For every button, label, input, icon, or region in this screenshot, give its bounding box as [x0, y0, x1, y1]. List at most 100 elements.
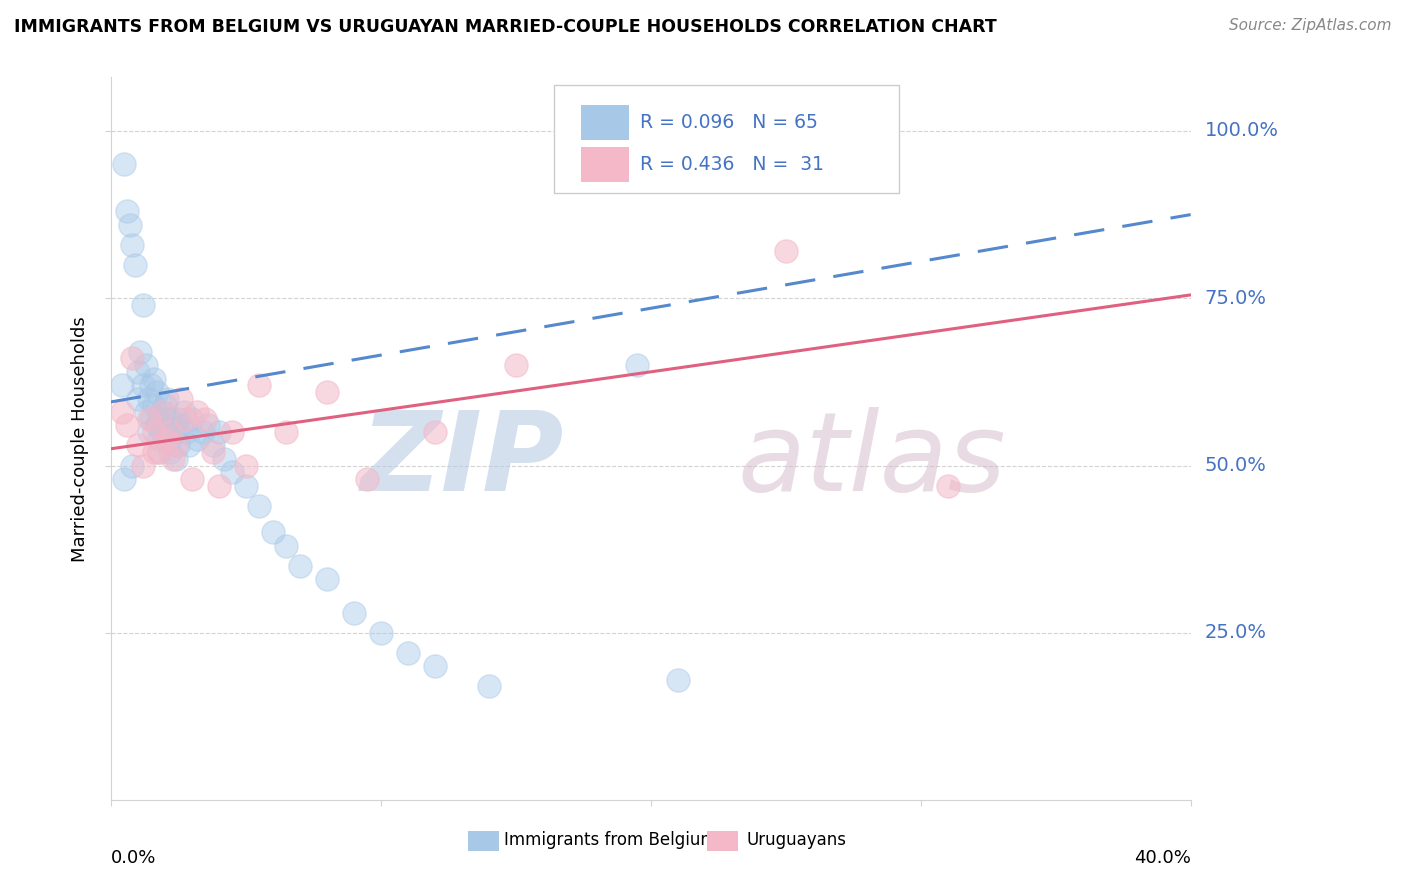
Point — [150, 405, 173, 419]
Point — [159, 425, 181, 439]
Point — [143, 445, 166, 459]
Point — [110, 405, 132, 419]
Point — [208, 425, 231, 439]
Text: ZIP: ZIP — [361, 407, 564, 514]
Text: R = 0.096   N = 65: R = 0.096 N = 65 — [640, 112, 818, 132]
Point — [276, 425, 298, 439]
Point — [156, 411, 179, 425]
Point — [112, 472, 135, 486]
Point — [148, 445, 170, 459]
Text: 75.0%: 75.0% — [1205, 289, 1267, 308]
Text: 40.0%: 40.0% — [1133, 849, 1191, 867]
Text: 100.0%: 100.0% — [1205, 121, 1278, 140]
Point — [173, 405, 195, 419]
Point — [135, 405, 157, 419]
Point — [127, 438, 149, 452]
Point — [127, 365, 149, 379]
Point — [124, 258, 146, 272]
Point — [775, 244, 797, 259]
Point — [176, 411, 198, 425]
Point — [423, 425, 446, 439]
Point — [135, 358, 157, 372]
Point — [315, 384, 337, 399]
Point — [138, 411, 160, 425]
Point — [186, 432, 208, 446]
Bar — [581, 147, 628, 181]
Point — [141, 411, 163, 425]
Point — [143, 425, 166, 439]
Point — [129, 344, 152, 359]
Point — [143, 398, 166, 412]
Text: 50.0%: 50.0% — [1205, 456, 1267, 475]
Point — [121, 351, 143, 366]
Text: R = 0.436   N =  31: R = 0.436 N = 31 — [640, 154, 824, 174]
Point — [936, 478, 959, 492]
Point — [159, 411, 181, 425]
Point — [150, 425, 173, 439]
Point — [165, 451, 187, 466]
Point — [167, 438, 190, 452]
Point — [127, 392, 149, 406]
Point — [221, 425, 243, 439]
Point — [370, 625, 392, 640]
Point — [153, 398, 176, 412]
Point — [162, 451, 184, 466]
Text: 0.0%: 0.0% — [111, 849, 156, 867]
Point — [478, 679, 501, 693]
Point — [626, 358, 648, 372]
Point — [180, 472, 202, 486]
Bar — [581, 105, 628, 139]
Point — [148, 411, 170, 425]
Point — [191, 425, 214, 439]
Text: 25.0%: 25.0% — [1205, 624, 1267, 642]
Point — [159, 445, 181, 459]
Point — [170, 392, 193, 406]
Point — [315, 572, 337, 586]
Point — [247, 499, 270, 513]
Point — [145, 418, 167, 433]
Point — [165, 425, 187, 439]
Point — [202, 438, 225, 452]
Point — [167, 411, 190, 425]
Point — [197, 418, 219, 433]
Point — [132, 378, 155, 392]
Point — [194, 411, 217, 425]
Point — [110, 378, 132, 392]
Point — [186, 405, 208, 419]
Point — [356, 472, 378, 486]
Point — [276, 539, 298, 553]
Point — [132, 458, 155, 473]
Point — [148, 445, 170, 459]
Point — [288, 558, 311, 573]
Point — [343, 606, 366, 620]
Point — [208, 478, 231, 492]
Point — [159, 432, 181, 446]
Point — [121, 237, 143, 252]
FancyBboxPatch shape — [554, 85, 898, 193]
Point — [666, 673, 689, 687]
Point — [132, 298, 155, 312]
Point — [221, 465, 243, 479]
Point — [505, 358, 527, 372]
Point — [423, 659, 446, 673]
Point — [262, 525, 284, 540]
Point — [396, 646, 419, 660]
Point — [115, 204, 138, 219]
Text: Uruguayans: Uruguayans — [747, 831, 846, 849]
Point — [145, 384, 167, 399]
Point — [153, 418, 176, 433]
Text: Source: ZipAtlas.com: Source: ZipAtlas.com — [1229, 18, 1392, 33]
Point — [150, 405, 173, 419]
Text: Immigrants from Belgium: Immigrants from Belgium — [505, 831, 717, 849]
Point — [247, 378, 270, 392]
Point — [118, 218, 141, 232]
Point — [121, 458, 143, 473]
Point — [180, 411, 202, 425]
Point — [235, 458, 257, 473]
Point — [202, 445, 225, 459]
Text: atlas: atlas — [737, 407, 1005, 514]
Point — [176, 425, 198, 439]
Point — [177, 438, 200, 452]
Y-axis label: Married-couple Households: Married-couple Households — [72, 316, 89, 562]
Point — [138, 425, 160, 439]
